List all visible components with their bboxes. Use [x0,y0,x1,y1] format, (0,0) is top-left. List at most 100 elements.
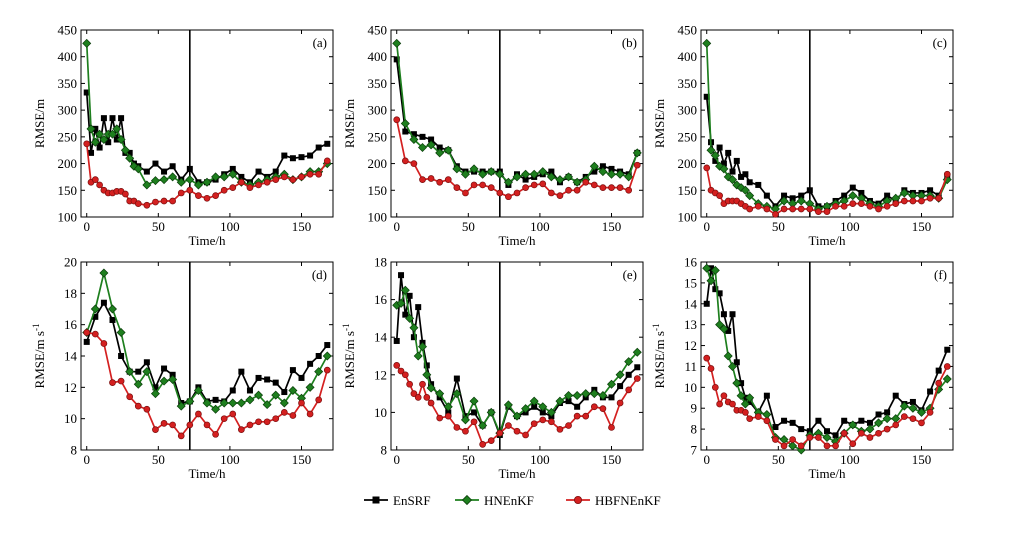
data-point [219,398,229,408]
data-point [513,189,521,197]
y-tick-label: 250 [58,129,78,144]
y-axis-label: RMSE/m s-1 [31,324,47,389]
data-point [410,334,417,341]
data-point [445,409,452,416]
data-point [858,189,865,196]
data-point [763,205,771,213]
data-point [755,181,762,188]
y-axis-label-text: RMSE/m [342,99,357,148]
data-point [409,323,419,333]
data-point [875,429,882,437]
data-point [529,396,539,406]
y-axis-label: RMSE/m [32,99,47,148]
data-point [88,149,95,156]
data-point [521,404,531,414]
data-point [271,390,281,400]
series-hnenkf [702,263,952,455]
data-point [615,370,625,380]
data-point [900,413,908,420]
series-hnenkf [82,38,332,190]
data-point [469,164,479,174]
y-tick-label: 300 [58,103,78,118]
data-point [109,115,116,122]
data-point [100,340,108,347]
data-point [874,418,884,428]
data-point [453,424,461,431]
data-point [720,160,727,167]
data-point [393,56,400,63]
data-point [116,135,126,145]
series-line [705,43,949,210]
data-point [720,311,727,318]
data-point [143,201,151,209]
data-point [220,186,228,194]
series-hbfnenkf [83,140,331,209]
data-point [83,338,90,345]
data-point [100,115,107,122]
y-tick-label: 18 [374,255,387,270]
x-tick-label: 0 [83,452,90,467]
data-point [109,316,116,323]
data-point [875,205,882,213]
data-point [255,168,262,175]
data-point [762,409,772,419]
data-point [195,410,202,418]
data-point [746,205,754,213]
series-hnenkf [82,268,332,414]
data-point [548,418,555,426]
data-point [91,176,99,183]
data-point [229,165,236,172]
data-point [797,442,805,450]
x-axis-label: Time/h [498,233,536,248]
y-tick-label: 20 [64,255,77,270]
legend: EnSRF HNEnKF HBFNEnKF [364,493,661,508]
panel-tag: (f) [934,267,947,282]
data-point [435,389,445,399]
x-tick-label: 150 [912,219,932,234]
data-point [99,135,109,145]
data-point [522,431,529,439]
x-tick-label: 150 [602,452,622,467]
data-point [943,170,951,178]
x-tick-label: 50 [772,219,785,234]
y-tick-label: 100 [368,210,388,225]
data-point [125,153,135,163]
data-point [772,424,779,431]
data-point [754,202,762,210]
data-point [280,409,288,416]
legend-entry-hbfnenkf[interactable]: HBFNEnKF [566,493,661,508]
data-point [840,429,848,437]
data-point [96,144,103,151]
x-axis-label: Time/h [808,466,846,481]
legend-marker-diamond [461,494,473,506]
y-tick-label: 450 [678,23,698,38]
data-point [83,329,91,336]
data-point [703,300,710,307]
data-point [565,186,572,194]
data-point [590,403,598,411]
x-tick-label: 0 [703,452,710,467]
data-point [789,195,796,202]
data-point [452,389,462,399]
data-point [798,426,805,433]
data-point [865,424,875,434]
y-tick-label: 16 [374,292,388,307]
y-tick-label: 14 [374,330,388,345]
data-point [591,168,598,175]
data-point [729,311,736,318]
data-point [788,441,798,451]
data-point [531,403,538,410]
data-point [908,403,918,413]
y-tick-label: 200 [368,156,388,171]
legend-label-hnenkf: HNEnKF [484,493,534,508]
data-point [625,371,632,378]
data-point [203,421,211,429]
data-point [858,200,865,207]
data-point [322,351,332,361]
y-tick-label: 18 [64,286,77,301]
legend-entry-ensrf[interactable]: EnSRF [364,493,431,508]
data-point [436,178,444,186]
legend-entry-hnenkf[interactable]: HNEnKF [455,493,534,508]
y-tick-label: 11 [684,359,697,374]
data-point [546,407,556,417]
